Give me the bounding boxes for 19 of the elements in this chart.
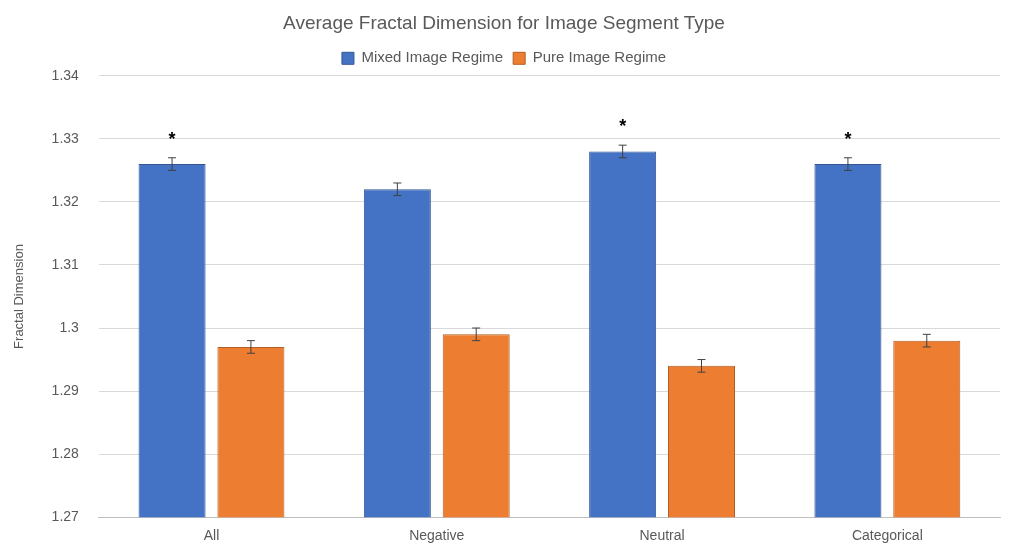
chart-title: Average Fractal Dimension for Image Segment Type xyxy=(283,11,725,33)
x-tick-label: Categorical xyxy=(851,527,923,544)
x-tick-label: Neutral xyxy=(639,527,685,544)
y-tick-label: 1.34 xyxy=(51,66,80,83)
y-tick-label: 1.3 xyxy=(59,318,80,335)
legend-label: Mixed Image Regime xyxy=(361,48,504,66)
y-tick-label: 1.27 xyxy=(51,508,80,525)
y-tick-label: 1.31 xyxy=(51,255,80,272)
data-label: * xyxy=(844,129,852,150)
legend-label: Pure Image Regime xyxy=(532,48,667,66)
y-tick-label: 1.29 xyxy=(51,381,80,398)
y-axis-title: Fractal Dimension xyxy=(11,244,27,349)
y-tick-label: 1.32 xyxy=(51,192,80,209)
data-label: * xyxy=(168,129,176,150)
x-tick-label: All xyxy=(203,527,220,544)
x-tick-label: Negative xyxy=(409,527,465,544)
y-tick-label: 1.33 xyxy=(51,129,80,146)
y-tick-label: 1.28 xyxy=(51,445,80,461)
data-label: * xyxy=(619,116,627,137)
